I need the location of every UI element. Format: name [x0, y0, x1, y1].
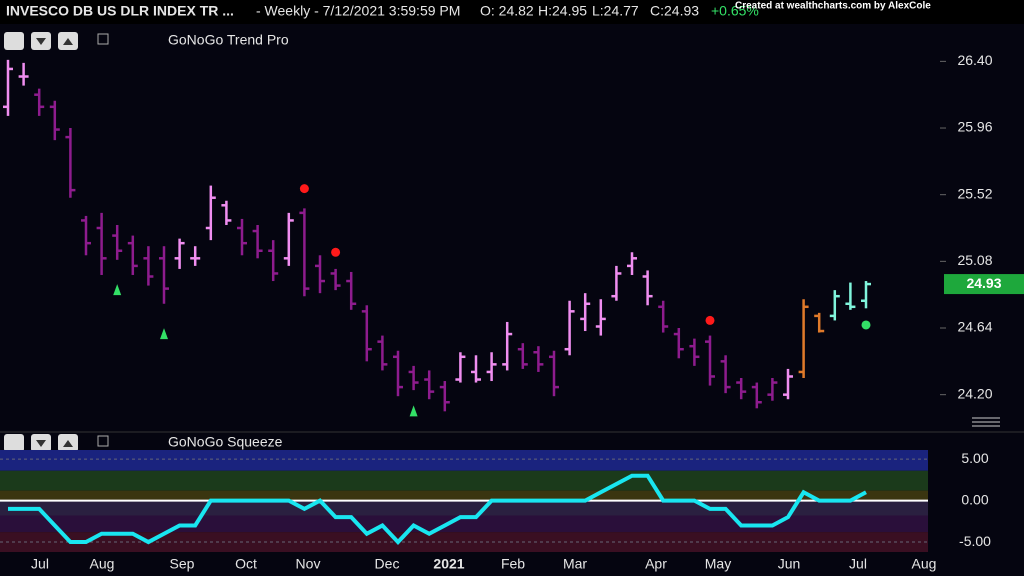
last-price-label: 24.93 [966, 275, 1001, 291]
y-tick-label: 5.00 [961, 450, 988, 466]
interval: - Weekly - 7/12/2021 3:59:59 PM [256, 3, 460, 19]
y-tick-label: 26.40 [957, 52, 992, 68]
y-tick-label: 24.20 [957, 385, 992, 401]
collapse-icon[interactable] [97, 33, 109, 45]
close: C:24.93 [650, 3, 699, 19]
symbol: INVESCO DB US DLR INDEX TR ... [6, 3, 234, 19]
signal-dot [331, 247, 341, 257]
signal-dot [861, 320, 871, 330]
x-tick-label: Jul [849, 556, 867, 572]
x-tick-label: Jun [778, 556, 801, 572]
x-tick-label: 2021 [433, 556, 464, 572]
x-tick-label: Sep [170, 556, 195, 572]
high: H:24.95 [538, 3, 587, 19]
y-tick-label: 25.52 [957, 185, 992, 201]
x-tick-label: Feb [501, 556, 525, 572]
squeeze-band [0, 470, 928, 491]
y-tick-label: 25.96 [957, 119, 992, 135]
y-tick-label: 24.64 [957, 319, 992, 335]
last-price-box [944, 274, 1024, 295]
y-tick-label: -5.00 [959, 533, 991, 549]
signal-dot [299, 184, 309, 194]
signal-triangle [160, 328, 168, 340]
change: +0.65% [711, 3, 759, 19]
x-tick-label: Dec [375, 556, 400, 572]
x-tick-label: May [705, 556, 731, 572]
x-tick-label: Aug [90, 556, 115, 572]
y-tick-label: 25.08 [957, 252, 992, 268]
signal-triangle [409, 405, 418, 417]
panel-title: GoNoGo Squeeze [168, 434, 283, 450]
collapse-icon[interactable] [97, 435, 109, 447]
open: O: 24.82 [480, 3, 534, 19]
squeeze-band [0, 500, 928, 516]
panel-title: GoNoGo Trend Pro [168, 32, 289, 48]
x-tick-label: Oct [235, 556, 257, 572]
x-tick-label: Apr [645, 556, 667, 572]
credit: Created at wealthcharts.com by AlexCole [735, 1, 931, 12]
button[interactable] [4, 32, 24, 50]
low: L:24.77 [592, 3, 639, 19]
squeeze-band [0, 515, 928, 533]
x-tick-label: Nov [296, 556, 321, 572]
squeeze-band [0, 450, 928, 471]
button[interactable] [4, 434, 24, 452]
squeeze-band [0, 490, 928, 501]
x-tick-label: Aug [912, 556, 937, 572]
squeeze-line [8, 473, 867, 545]
y-tick-label: 0.00 [961, 491, 988, 507]
x-tick-label: Mar [563, 556, 587, 572]
panel-controls [4, 32, 109, 452]
x-tick-label: Jul [31, 556, 49, 572]
header-bar [0, 0, 1024, 24]
signal-dot [705, 315, 715, 325]
signal-triangle [113, 284, 122, 296]
